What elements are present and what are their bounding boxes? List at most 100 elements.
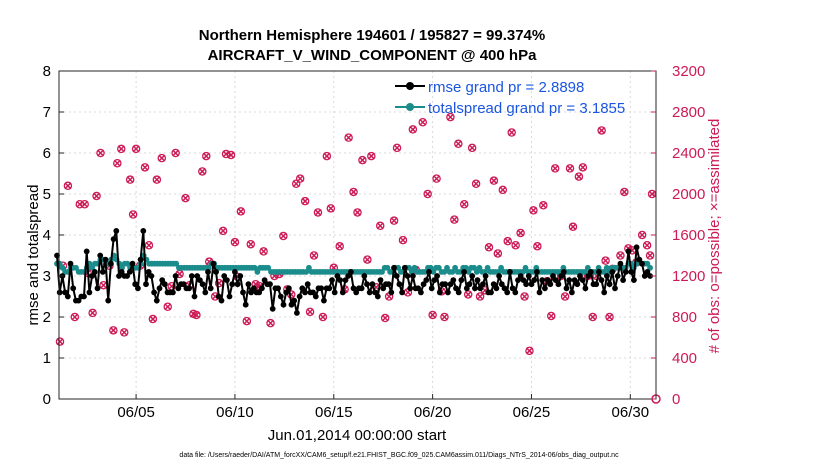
obs-possible-point (113, 158, 122, 168)
rmse-point (102, 256, 109, 263)
obs-assimilated-point (327, 204, 335, 212)
rmse-point (67, 260, 74, 267)
rmse-point (617, 260, 624, 267)
rmse-point (423, 277, 430, 283)
obs-assimilated-point (181, 194, 190, 202)
rmse-point (277, 293, 284, 300)
obs-possible-point (322, 151, 332, 161)
obs-possible-point (80, 199, 89, 209)
rmse-point (175, 285, 182, 292)
rmse-point (234, 281, 241, 288)
rmse-point (186, 285, 193, 292)
obs-assimilated-point (460, 200, 468, 208)
obs-assimilated-point (237, 207, 245, 215)
obs-possible-point (428, 310, 437, 320)
rmse-point (256, 289, 263, 296)
obs-assimilated-point (446, 113, 454, 121)
y-left-tick-label: 3 (43, 268, 51, 285)
rmse-point (606, 281, 613, 288)
obs-possible-point (565, 164, 575, 173)
rmse-point (374, 293, 381, 300)
rmse-point (426, 269, 432, 275)
rmse-point (625, 248, 632, 255)
obs-assimilated-point (381, 314, 389, 322)
obs-possible-point (539, 201, 548, 210)
x-tick-label: 06/05 (117, 404, 155, 421)
obs-assimilated-point (525, 347, 534, 355)
obs-assimilated-point (409, 125, 417, 133)
rmse-point (116, 273, 122, 279)
y-axis-left-label: rmse and totalspread (25, 185, 42, 326)
rmse-point (480, 281, 486, 288)
y-left-tick-label: 7 (43, 104, 51, 121)
obs-possible-point (88, 308, 97, 318)
obs-possible-point (171, 148, 180, 158)
rmse-point (428, 285, 435, 292)
rmse-point (70, 285, 77, 292)
rmse-point (140, 228, 147, 234)
rmse-point (563, 285, 570, 292)
obs-possible-point (246, 239, 256, 249)
rmse-point (91, 269, 98, 275)
obs-assimilated-point (336, 242, 344, 250)
obs-assimilated-point (485, 243, 493, 251)
rmse-point (269, 305, 276, 312)
rmse-point (644, 269, 651, 275)
obs-possible-point (529, 206, 538, 215)
obs-assimilated-point (132, 145, 140, 153)
obs-assimilated-point (353, 208, 362, 216)
rmse-point (86, 289, 93, 296)
rmse-point (380, 285, 387, 292)
obs-possible-point (218, 226, 228, 236)
obs-assimilated-point (149, 315, 157, 323)
rmse-point (388, 289, 395, 296)
rmse-point (275, 285, 281, 292)
plot-area (59, 71, 656, 399)
rmse-point (124, 273, 130, 279)
spread-point (406, 264, 412, 271)
obs-assimilated-point (296, 175, 304, 183)
obs-possible-point (367, 151, 376, 161)
rmse-point (399, 289, 405, 296)
spread-point (644, 260, 651, 267)
x-axis-label: Jun.01,2014 00:00:00 start (268, 427, 447, 444)
rmse-point (288, 301, 295, 308)
rmse-point (312, 293, 319, 300)
rmse-point (396, 281, 403, 288)
legend-spread-label: totalspread grand pr = 3.1855 (428, 100, 625, 117)
rmse-point (445, 289, 451, 296)
obs-assimilated-point (129, 210, 137, 219)
obs-assimilated-point (56, 338, 64, 346)
y-right-tick-label: 2800 (672, 104, 705, 121)
obs-possible-point (423, 189, 432, 199)
spread-point (465, 269, 472, 275)
obs-assimilated-point (120, 328, 128, 336)
y-left-tick-label: 0 (43, 391, 51, 408)
rmse-point (207, 285, 214, 292)
rmse-point (477, 285, 484, 292)
obs-assimilated-point (589, 313, 597, 321)
rmse-point (401, 264, 408, 271)
spread-point (251, 264, 258, 271)
obs-possible-point (63, 181, 73, 191)
rmse-point (132, 281, 139, 288)
rmse-point (442, 281, 449, 288)
obs-possible-point (574, 172, 584, 181)
obs-assimilated-point (450, 216, 458, 224)
rmse-point (296, 293, 303, 300)
obs-possible-point (70, 312, 80, 322)
obs-assimilated-point (266, 319, 275, 327)
rmse-point (62, 289, 68, 296)
rmse-point (598, 277, 605, 283)
rmse-point (151, 289, 158, 296)
rmse-point (574, 281, 581, 288)
rmse-point (461, 269, 467, 275)
spread-point (452, 264, 458, 271)
obs-assimilated-point (464, 290, 472, 298)
rmse-point (631, 277, 637, 283)
rmse-point (94, 285, 101, 292)
obs-possible-point (380, 313, 390, 323)
obs-possible-point (503, 236, 512, 246)
